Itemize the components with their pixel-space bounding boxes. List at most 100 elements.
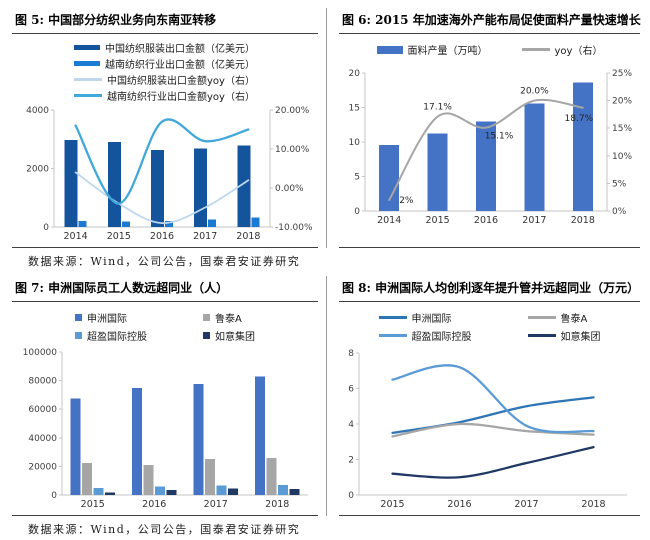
bar — [70, 398, 81, 495]
right-axis-tick-label: -10.00% — [275, 223, 313, 233]
bar-series-fig5-1 — [78, 217, 260, 227]
legend-item-fig5-1: 越南纺织行业出口金额（亿美元） — [74, 56, 318, 71]
legend-label: 鲁泰A — [560, 314, 588, 325]
bar — [155, 486, 165, 495]
bar — [151, 149, 164, 227]
y-axis-tick-label: 0 — [354, 207, 360, 217]
line-series-fig8-0 — [391, 396, 595, 435]
legend-label: 中国纺织服装出口金额yoy（右） — [107, 76, 255, 87]
x-axis-category-label: 2018 — [581, 499, 605, 510]
figure-6-chart-area: 面料产量（万吨） yoy（右） 0 5 10 15 20 0% 5% 10% 15% 20% 25% 2… — [339, 34, 640, 248]
figure-7-chart: 0 20000 40000 60000 80000 100000 2015 2016 2017 2… — [23, 348, 308, 510]
legend-item-fig7-1: 鲁泰A — [203, 310, 255, 325]
figure-7-legend: 申洲国际 鲁泰A 超盈国际控股 如意集团 — [75, 310, 255, 343]
legend-label: 如意集团 — [215, 332, 255, 343]
x-axis-category-label: 2016 — [150, 231, 174, 242]
y-axis-tick-label: 40000 — [28, 434, 57, 444]
y-axis-tick-label: 4 — [348, 420, 354, 430]
bar — [132, 387, 142, 495]
y-axis-tick-label: 15 — [349, 104, 360, 114]
bar — [572, 82, 593, 211]
bar-series-fig7-2 — [93, 484, 288, 495]
legend-item-fig8-2: 超盈国际控股 — [378, 328, 472, 343]
y-axis-tick-label: 20000 — [28, 462, 57, 472]
x-axis-category-label: 2015 — [107, 231, 131, 242]
source-note-top: 数据来源：Wind，公司公告，国泰君安证券研究 — [28, 255, 301, 268]
figure-7-title: 图 7: 申洲国际员工人数远超同业（人） — [12, 276, 318, 302]
figure-5-legend: 中国纺织服装出口金额（亿美元） 越南纺织行业出口金额（亿美元） 中国纺织服装出口金额… — [74, 40, 318, 103]
y-axis-tick-label: 2000 — [26, 165, 49, 175]
figures-row-top: 图 5: 中国部分纺织业务向东南亚转移 中国纺织服装出口金额（亿美元） 越南纺织行… — [12, 8, 641, 248]
legend-swatch — [378, 316, 407, 319]
legend-swatch — [74, 45, 100, 50]
legend-label: 中国纺织服装出口金额（亿美元） — [105, 44, 255, 55]
legend-item-fig5-3: 越南纺织行业出口金额yoy（右） — [74, 88, 318, 103]
y-axis-tick-label: 4000 — [26, 106, 49, 116]
legend-swatch — [203, 314, 210, 321]
y-axis-tick-label: 6 — [348, 385, 354, 395]
figure-8-title: 图 8: 申洲国际人均创利逐年提升管并远超同业（万元） — [339, 276, 640, 302]
line-series-fig5-0 — [74, 171, 250, 225]
line-series-fig8-1 — [391, 422, 595, 438]
x-axis-category-label: 2017 — [204, 499, 228, 510]
legend-label: 申洲国际 — [87, 314, 127, 325]
right-axis-tick-label: 20% — [612, 97, 632, 107]
figures-row-bottom: 图 7: 申洲国际员工人数远超同业（人） 申洲国际 鲁泰A 超盈国际控股 如意集团 0… — [12, 276, 640, 516]
legend-swatch — [75, 314, 82, 321]
bar — [105, 492, 115, 495]
legend-item-fig8-3: 如意集团 — [527, 328, 601, 343]
figure-5-block: 图 5: 中国部分纺织业务向东南亚转移 中国纺织服装出口金额（亿美元） 越南纺织行… — [12, 8, 326, 248]
x-axis-category-label: 2015 — [81, 499, 105, 510]
legend-swatch — [74, 61, 100, 66]
bar — [524, 103, 545, 211]
figure-8-legend: 申洲国际 鲁泰A 超盈国际控股 如意集团 — [378, 310, 601, 343]
legend-label: 鲁泰A — [215, 314, 242, 325]
data-point-label: 17.1% — [423, 103, 452, 113]
legend-swatch — [75, 332, 82, 339]
bar — [64, 139, 78, 227]
bar — [427, 133, 448, 211]
bar — [107, 142, 121, 227]
bar — [208, 219, 217, 227]
legend-item-fig7-3: 如意集团 — [203, 328, 255, 343]
x-axis-category-label: 2017 — [193, 231, 217, 242]
legend-label: 越南纺织行业出口金额yoy（右） — [107, 92, 255, 103]
x-axis-category-label: 2018 — [571, 215, 595, 226]
x-axis-category-label: 2015 — [426, 215, 450, 226]
bar — [379, 144, 400, 211]
right-axis-tick-label: 20.00% — [275, 106, 310, 116]
bar — [278, 484, 288, 495]
line-series-fig8-2 — [391, 364, 595, 434]
right-axis-tick-label: 10.00% — [275, 145, 310, 155]
legend-label: 超盈国际控股 — [411, 332, 472, 343]
legend-item-fig5-2: 中国纺织服装出口金额yoy（右） — [74, 72, 318, 87]
y-axis-tick-label: 60000 — [28, 405, 57, 415]
data-point-label: 2% — [399, 196, 414, 206]
line-series-fig5-1 — [74, 118, 250, 205]
x-axis-category-label: 2016 — [142, 499, 166, 510]
x-axis-category-label: 2016 — [447, 499, 471, 510]
legend-item-fig6-1: yoy（右） — [521, 42, 602, 57]
figure-6-legend: 面料产量（万吨） yoy（右） — [339, 42, 640, 57]
x-axis-category-label: 2015 — [380, 499, 404, 510]
bar-series-fig7-3 — [105, 488, 300, 495]
figure-8-chart: 0 2 4 6 8 2015 2016 2017 2018 — [348, 349, 627, 510]
right-axis-tick-label: 10% — [612, 152, 632, 162]
bar — [166, 489, 177, 495]
x-axis-category-label: 2017 — [522, 215, 546, 226]
bar — [251, 217, 260, 227]
bar — [121, 221, 130, 227]
y-axis-tick-label: 100000 — [23, 348, 58, 358]
legend-item-fig7-2: 超盈国际控股 — [75, 328, 147, 343]
figure-7-block: 图 7: 申洲国际员工人数远超同业（人） 申洲国际 鲁泰A 超盈国际控股 如意集团 0… — [12, 276, 326, 516]
bar — [266, 458, 277, 495]
y-axis-tick-label: 0 — [348, 491, 354, 501]
legend-item-fig8-1: 鲁泰A — [527, 310, 601, 325]
figure-6-title: 图 6: 2015 年加速海外产能布局促使面料产量快速增长 — [339, 8, 641, 34]
x-axis-category-label: 2017 — [514, 499, 538, 510]
x-axis-category-label: 2014 — [64, 231, 88, 242]
y-axis-tick-label: 20 — [349, 69, 361, 79]
bar — [289, 489, 300, 495]
y-axis-tick-label: 80000 — [28, 377, 57, 387]
